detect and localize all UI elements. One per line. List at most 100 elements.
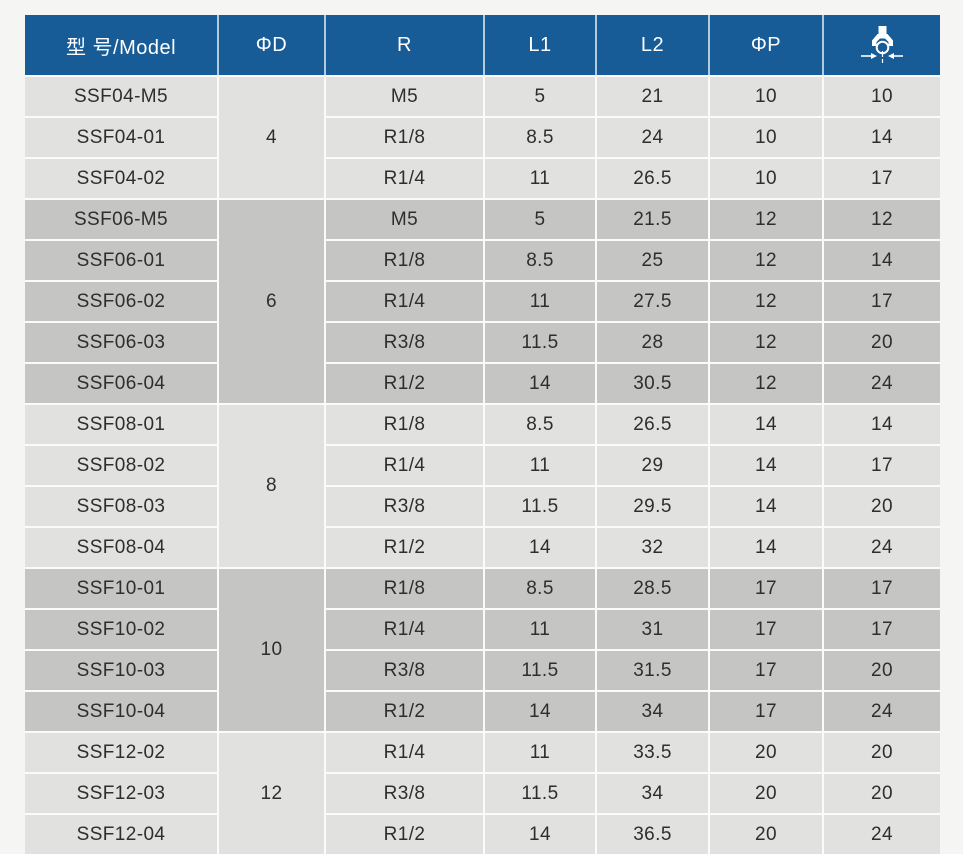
phi-d-cell: 4	[217, 75, 324, 198]
wrench-cell: 24	[822, 526, 940, 567]
col-header-r: R	[324, 15, 483, 75]
r-cell: R1/4	[324, 731, 483, 772]
l2-cell: 31.5	[595, 649, 708, 690]
phi-p-cell: 10	[708, 157, 822, 198]
l1-cell: 11.5	[483, 772, 595, 813]
l2-cell: 32	[595, 526, 708, 567]
model-cell: SSF06-01	[25, 239, 217, 280]
phi-p-cell: 20	[708, 813, 822, 854]
wrench-cell: 24	[822, 362, 940, 403]
wrench-cell: 17	[822, 444, 940, 485]
wrench-cell: 20	[822, 731, 940, 772]
model-cell: SSF04-01	[25, 116, 217, 157]
l1-cell: 11	[483, 731, 595, 772]
model-cell: SSF06-M5	[25, 198, 217, 239]
wrench-cell: 17	[822, 280, 940, 321]
model-cell: SSF06-03	[25, 321, 217, 362]
table-row: SSF04-02 R1/4 11 26.5 10 17	[25, 157, 940, 198]
l2-cell: 25	[595, 239, 708, 280]
table-row: SSF06-02 R1/4 11 27.5 12 17	[25, 280, 940, 321]
model-cell: SSF08-04	[25, 526, 217, 567]
l1-cell: 8.5	[483, 116, 595, 157]
wrench-cell: 20	[822, 321, 940, 362]
l2-cell: 24	[595, 116, 708, 157]
table-row: SSF10-02 R1/4 11 31 17 17	[25, 608, 940, 649]
r-cell: R1/4	[324, 608, 483, 649]
l1-cell: 11	[483, 608, 595, 649]
spec-table-container: 型 号/Model ΦD R L1 L2 ΦP	[25, 15, 940, 854]
phi-p-cell: 14	[708, 403, 822, 444]
r-cell: R3/8	[324, 772, 483, 813]
l1-cell: 8.5	[483, 239, 595, 280]
model-cell: SSF12-04	[25, 813, 217, 854]
wrench-size-icon	[861, 26, 903, 63]
l2-cell: 34	[595, 690, 708, 731]
l1-cell: 14	[483, 813, 595, 854]
l1-cell: 11	[483, 157, 595, 198]
l2-cell: 28	[595, 321, 708, 362]
table-row: SSF10-03 R3/8 11.5 31.5 17 20	[25, 649, 940, 690]
r-cell: R1/8	[324, 239, 483, 280]
l2-cell: 21	[595, 75, 708, 116]
l2-cell: 21.5	[595, 198, 708, 239]
phi-d-cell: 10	[217, 567, 324, 731]
table-row: SSF08-01 8 R1/8 8.5 26.5 14 14	[25, 403, 940, 567]
r-cell: R1/4	[324, 444, 483, 485]
col-header-l2: L2	[595, 15, 708, 75]
wrench-cell: 20	[822, 772, 940, 813]
phi-p-cell: 17	[708, 567, 822, 608]
table-row: SSF12-03 R3/8 11.5 34 20 20	[25, 772, 940, 813]
phi-d-cell: 6	[217, 198, 324, 403]
l2-cell: 29	[595, 444, 708, 485]
phi-d-cell: 8	[217, 403, 324, 567]
l1-cell: 11.5	[483, 649, 595, 690]
l2-cell: 31	[595, 608, 708, 649]
wrench-cell: 20	[822, 485, 940, 526]
model-cell: SSF10-02	[25, 608, 217, 649]
col-header-l1: L1	[483, 15, 595, 75]
wrench-cell: 17	[822, 157, 940, 198]
wrench-cell: 14	[822, 239, 940, 280]
r-cell: R1/4	[324, 280, 483, 321]
table-row: SSF12-02 12 R1/4 11 33.5 20 20	[25, 731, 940, 854]
table-row: SSF10-01 10 R1/8 8.5 28.5 17 17	[25, 567, 940, 731]
r-cell: R1/4	[324, 157, 483, 198]
r-cell: R3/8	[324, 649, 483, 690]
phi-p-cell: 17	[708, 649, 822, 690]
r-cell: R1/8	[324, 567, 483, 608]
phi-p-cell: 14	[708, 526, 822, 567]
model-cell: SSF04-02	[25, 157, 217, 198]
table-row: SSF06-01 R1/8 8.5 25 12 14	[25, 239, 940, 280]
r-cell: R1/8	[324, 403, 483, 444]
table-row: SSF08-04 R1/2 14 32 14 24	[25, 526, 940, 567]
phi-p-cell: 10	[708, 75, 822, 116]
l1-cell: 5	[483, 198, 595, 239]
wrench-cell: 17	[822, 608, 940, 649]
table-row: SSF08-03 R3/8 11.5 29.5 14 20	[25, 485, 940, 526]
r-cell: M5	[324, 75, 483, 116]
l1-cell: 11.5	[483, 321, 595, 362]
r-cell: R1/2	[324, 690, 483, 731]
r-cell: R1/2	[324, 813, 483, 854]
l1-cell: 11	[483, 444, 595, 485]
table-row: SSF04-01 R1/8 8.5 24 10 14	[25, 116, 940, 157]
phi-p-cell: 12	[708, 198, 822, 239]
l1-cell: 14	[483, 690, 595, 731]
phi-p-cell: 14	[708, 444, 822, 485]
table-row: SSF06-M5 6 M5 5 21.5 12 12	[25, 198, 940, 403]
l2-cell: 26.5	[595, 403, 708, 444]
model-cell: SSF10-04	[25, 690, 217, 731]
phi-p-cell: 12	[708, 280, 822, 321]
r-cell: R3/8	[324, 485, 483, 526]
wrench-cell: 17	[822, 567, 940, 608]
table-row: SSF08-02 R1/4 11 29 14 17	[25, 444, 940, 485]
r-cell: R1/8	[324, 116, 483, 157]
l1-cell: 14	[483, 362, 595, 403]
l2-cell: 29.5	[595, 485, 708, 526]
l1-cell: 11.5	[483, 485, 595, 526]
model-cell: SSF08-01	[25, 403, 217, 444]
model-cell: SSF08-03	[25, 485, 217, 526]
wrench-cell: 14	[822, 116, 940, 157]
phi-p-cell: 10	[708, 116, 822, 157]
wrench-cell: 10	[822, 75, 940, 116]
